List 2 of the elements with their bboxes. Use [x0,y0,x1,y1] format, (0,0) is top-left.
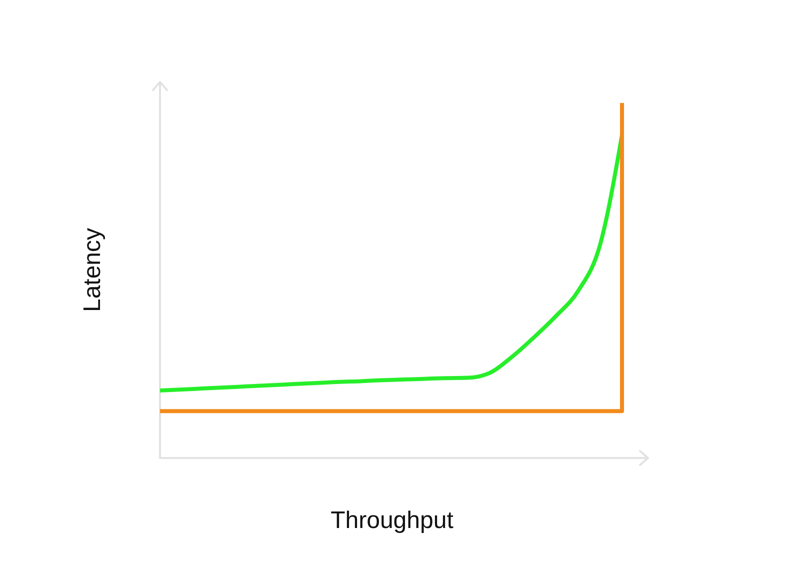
y-axis-title: Latency [79,228,106,312]
x-axis-title: Throughput [330,507,454,534]
